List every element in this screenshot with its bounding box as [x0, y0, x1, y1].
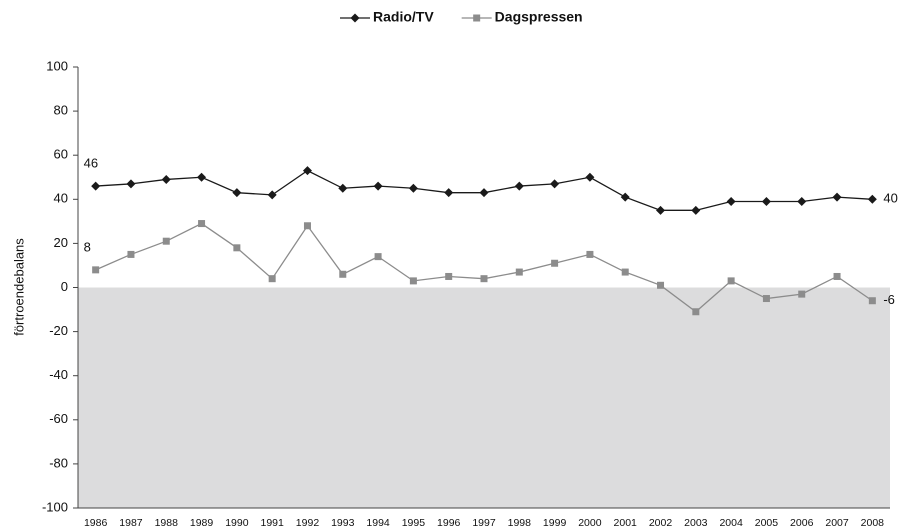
point	[656, 205, 666, 215]
x-tick-label: 2008	[861, 517, 885, 529]
point	[267, 190, 277, 200]
point	[302, 166, 312, 176]
y-tick-label: -100	[42, 499, 68, 514]
point	[867, 194, 877, 204]
point	[585, 172, 595, 182]
point	[551, 259, 559, 267]
x-tick-label: 1998	[508, 517, 532, 529]
point	[586, 250, 594, 258]
point	[303, 222, 311, 230]
y-tick-label: -60	[49, 411, 68, 426]
point	[409, 277, 417, 285]
point	[127, 250, 135, 258]
legend-label: Radio/TV	[373, 9, 434, 25]
x-tick-label: 1992	[296, 517, 320, 529]
point	[161, 174, 171, 184]
x-tick-label: 1988	[155, 517, 179, 529]
point	[444, 188, 454, 198]
y-tick-label: -80	[49, 455, 68, 470]
x-tick-label: 1987	[119, 517, 143, 529]
y-tick-label: 20	[54, 235, 68, 250]
y-tick-label: 80	[54, 103, 68, 118]
x-tick-label: 2006	[790, 517, 814, 529]
point	[374, 253, 382, 261]
point	[338, 183, 348, 193]
data-label: -6	[883, 292, 895, 307]
data-label: 40	[883, 191, 897, 206]
x-tick-label: 2001	[614, 517, 638, 529]
y-tick-label: -40	[49, 367, 68, 382]
x-tick-label: 1997	[472, 517, 496, 529]
point	[92, 266, 100, 274]
y-tick-label: 100	[46, 58, 68, 73]
point	[162, 237, 170, 245]
x-tick-label: 1989	[190, 517, 214, 529]
x-tick-label: 1993	[331, 517, 355, 529]
x-tick-label: 1986	[84, 517, 108, 529]
point	[868, 297, 876, 305]
point	[91, 181, 101, 191]
point	[373, 181, 383, 191]
point	[408, 183, 418, 193]
x-tick-label: 2000	[578, 517, 602, 529]
y-tick-label: -20	[49, 323, 68, 338]
x-tick-label: 2002	[649, 517, 673, 529]
point	[798, 290, 806, 298]
y-tick-label: 40	[54, 191, 68, 206]
point	[832, 192, 842, 202]
data-label: 8	[84, 239, 91, 254]
y-axis-label: förtroendebalans	[11, 238, 26, 336]
point	[473, 14, 481, 22]
point	[480, 275, 488, 283]
x-tick-label: 2005	[755, 517, 779, 529]
point	[691, 205, 701, 215]
legend-label: Dagspressen	[495, 9, 583, 25]
point	[797, 197, 807, 207]
point	[197, 172, 207, 182]
point	[479, 188, 489, 198]
point	[620, 192, 630, 202]
point	[232, 188, 242, 198]
point	[268, 275, 276, 283]
x-tick-label: 1991	[260, 517, 284, 529]
point	[514, 181, 524, 191]
x-tick-label: 2004	[719, 517, 743, 529]
data-label: 46	[84, 156, 98, 171]
point	[762, 295, 770, 303]
x-tick-label: 1994	[366, 517, 390, 529]
point	[726, 197, 736, 207]
y-tick-label: 60	[54, 147, 68, 162]
point	[515, 268, 523, 276]
negative-area	[78, 287, 890, 508]
point	[198, 220, 206, 228]
point	[126, 179, 136, 189]
y-tick-label: 0	[61, 279, 68, 294]
x-tick-label: 1995	[402, 517, 426, 529]
point	[550, 179, 560, 189]
x-tick-label: 1990	[225, 517, 249, 529]
point	[657, 281, 665, 289]
point	[350, 13, 360, 23]
x-tick-label: 1996	[437, 517, 461, 529]
point	[339, 270, 347, 278]
point	[692, 308, 700, 316]
x-tick-label: 1999	[543, 517, 567, 529]
x-tick-label: 2003	[684, 517, 708, 529]
point	[445, 272, 453, 280]
point	[233, 244, 241, 252]
point	[833, 272, 841, 280]
point	[761, 197, 771, 207]
point	[727, 277, 735, 285]
x-tick-label: 2007	[825, 517, 849, 529]
point	[621, 268, 629, 276]
